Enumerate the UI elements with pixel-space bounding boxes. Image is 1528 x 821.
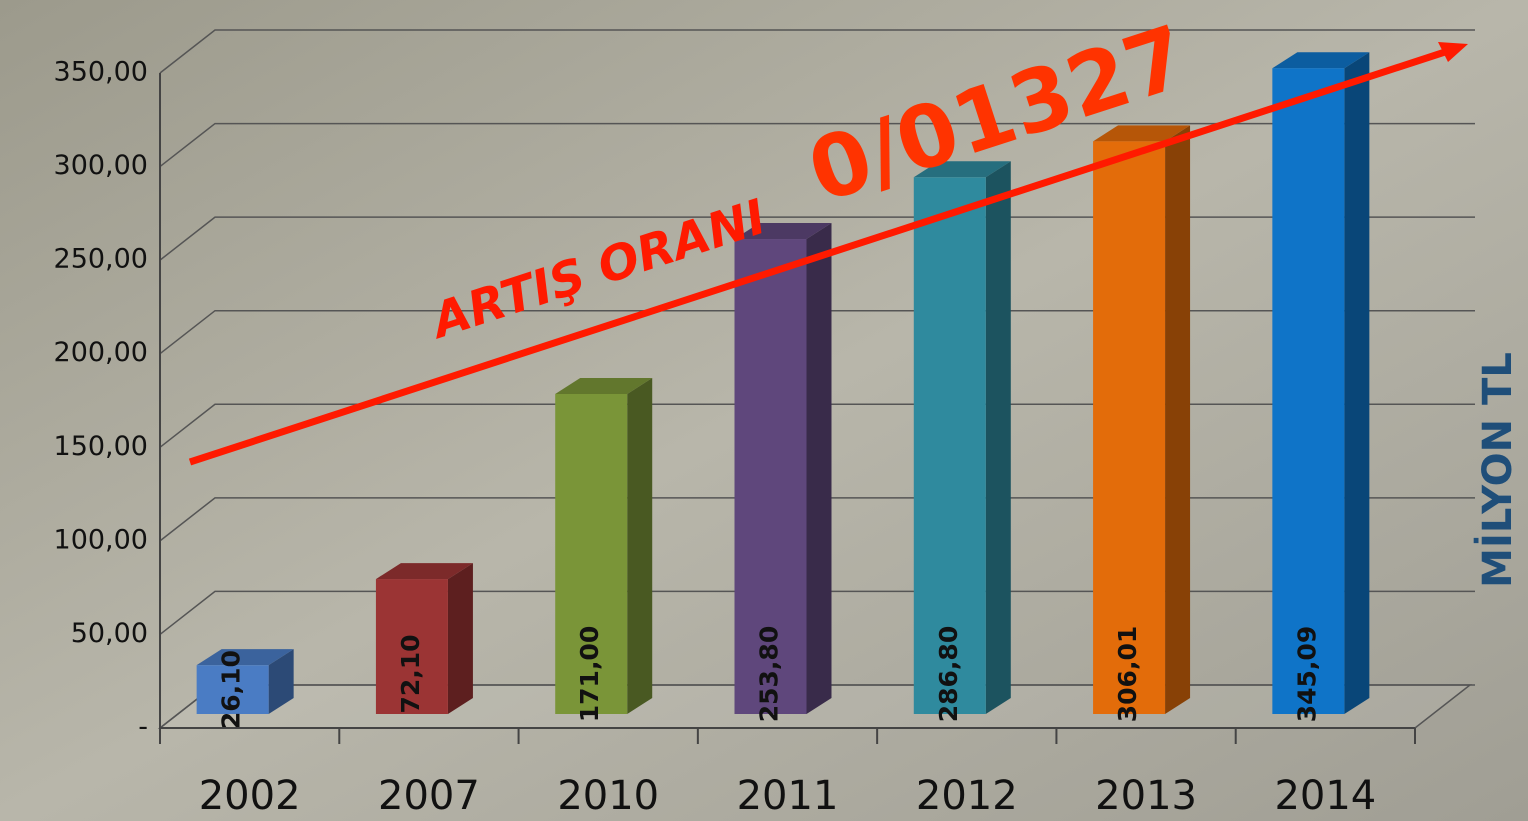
y-tick-label: 200,00 (54, 337, 148, 368)
y-tick-label: 50,00 (71, 618, 148, 649)
grid-line (159, 497, 1475, 542)
bar (913, 177, 986, 714)
bar-side (627, 377, 653, 714)
y-tick-label: 100,00 (54, 524, 148, 555)
grid-line (159, 122, 1475, 168)
arrow-head (1438, 42, 1468, 62)
bar-top (555, 377, 653, 394)
bar-top (913, 161, 1011, 178)
data-label: 345,09 (1292, 626, 1321, 722)
y-tick-label: 150,00 (54, 431, 148, 462)
grid-line (159, 403, 1475, 448)
bar-side (1344, 52, 1370, 714)
bar (555, 393, 628, 714)
x-tick-label: 2013 (1095, 773, 1197, 819)
data-label: 26,10 (217, 650, 246, 729)
data-label: 171,00 (575, 626, 604, 722)
bar-top (375, 563, 473, 580)
bar-top (1272, 52, 1370, 69)
bar (734, 239, 807, 714)
y-tick-label: 250,00 (54, 244, 148, 275)
x-tick-label: 2010 (557, 773, 659, 819)
bar (1093, 141, 1166, 714)
bar (196, 665, 269, 714)
bar (1272, 68, 1345, 714)
bar-side (1165, 125, 1191, 714)
bar-side (985, 161, 1011, 714)
trend-arrow (188, 48, 1447, 466)
x-tick-label: 2007 (378, 773, 480, 819)
bar-top (1093, 125, 1191, 142)
x-tick-label: 2011 (737, 773, 839, 819)
grid-line (159, 309, 1475, 355)
x-tick-label: 2014 (1274, 773, 1376, 819)
x-tick-label: 2002 (199, 773, 301, 819)
y-tick-label: - (138, 712, 148, 743)
bar-side (447, 563, 473, 714)
data-label: 72,10 (396, 634, 425, 713)
x-tick-label: 2012 (916, 773, 1018, 819)
bar-side (268, 649, 294, 714)
bar (375, 579, 448, 714)
data-label: 253,80 (755, 626, 784, 722)
y-axis-label: MİLYON TL (1473, 352, 1521, 588)
bar-top (734, 223, 832, 240)
bar-side (806, 223, 832, 714)
data-label: 306,01 (1113, 626, 1142, 722)
plot: - 50,00 100,00 150,00 200,00 250,00 300,00 350,… (54, 29, 1475, 819)
y-tick-label: 300,00 (54, 150, 148, 181)
bar-top (196, 649, 294, 666)
grid-line (159, 29, 1475, 74)
data-label: 286,80 (934, 626, 963, 722)
y-tick-label: 350,00 (54, 57, 148, 88)
grid-line (159, 216, 1475, 261)
grid-line (159, 590, 1475, 636)
